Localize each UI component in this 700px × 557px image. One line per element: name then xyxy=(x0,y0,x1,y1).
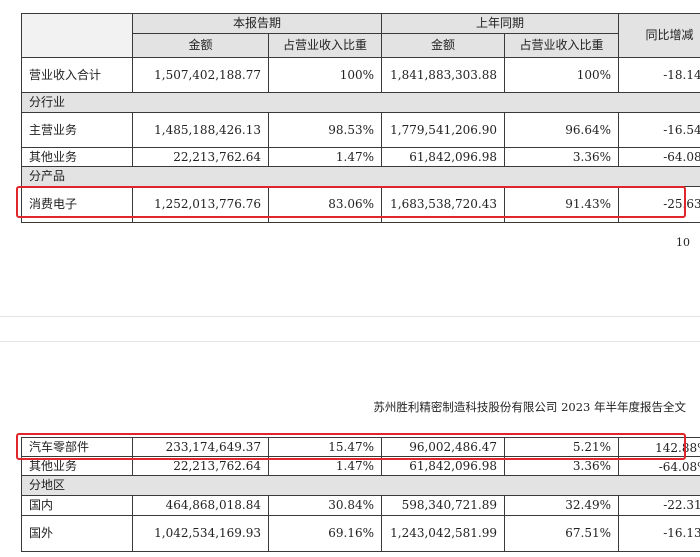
cur-amount: 1,042,534,169.93 xyxy=(132,515,269,552)
prev-amount: 61,842,096.98 xyxy=(381,147,506,167)
table-row: 其他业务 22,213,762.64 1.47% 61,842,096.98 3… xyxy=(21,456,700,476)
table-row: 国外 1,042,534,169.93 69.16% 1,243,042,581… xyxy=(21,515,700,552)
prev-share: 32.49% xyxy=(504,495,619,516)
page-break-line xyxy=(0,316,700,317)
yoy-change: -64.08%2 xyxy=(618,456,700,476)
prev-amount: 1,243,042,581.99 xyxy=(381,515,505,552)
yoy-value: -64.08% xyxy=(658,460,700,474)
table-row: 国内 464,868,018.84 30.84% 598,340,721.89 … xyxy=(21,495,700,516)
row-label: 主营业务 xyxy=(21,112,133,148)
yoy-header: 同比增减 xyxy=(618,13,700,58)
highlight-box-auto-parts xyxy=(16,433,686,460)
row-label: 其他业务 xyxy=(21,147,133,167)
yoy-change: -64.08% xyxy=(618,147,700,167)
prev-share: 96.64% xyxy=(504,112,620,148)
cur-share: 1.47% xyxy=(267,147,383,167)
prev-amount-header: 金额 xyxy=(381,33,506,58)
revenue-breakdown-table-continued: 汽车零部件 233,174,649.37 15.47% 96,002,486.4… xyxy=(21,437,700,552)
table-row: 其他业务 22,213,762.64 1.47% 61,842,096.98 3… xyxy=(21,147,700,167)
cur-share: 1.47% xyxy=(268,456,382,476)
cur-amount: 1,485,188,426.13 xyxy=(132,112,269,148)
cur-amount: 22,213,762.64 xyxy=(132,147,269,167)
prev-share: 100% xyxy=(504,57,620,93)
table-row: 主营业务 1,485,188,426.13 98.53% 1,779,541,2… xyxy=(21,112,700,148)
row-label: 国内 xyxy=(21,495,133,516)
product-section-title: 分产品 xyxy=(20,166,700,187)
prev-share: 3.36% xyxy=(504,456,619,476)
row-label: 营业收入合计 xyxy=(21,57,133,93)
yoy-change: -18.14% xyxy=(618,57,700,93)
cur-share-header: 占营业收入比重 xyxy=(267,33,383,58)
prev-share-header: 占营业收入比重 xyxy=(504,33,620,58)
cur-amount: 1,507,402,188.77 xyxy=(132,57,269,93)
yoy-change: -16.54% xyxy=(618,112,700,148)
yoy-change: -22.31% xyxy=(618,495,700,516)
report-header-title: 苏州胜利精密制造科技股份有限公司 2023 年半年度报告全文 xyxy=(373,400,686,414)
cur-share: 100% xyxy=(267,57,383,93)
corner-cell xyxy=(21,13,133,58)
row-label: 其他业务 xyxy=(21,456,133,476)
cur-amount-header: 金额 xyxy=(132,33,269,58)
row-label: 国外 xyxy=(21,515,133,552)
prev-share: 5.21% xyxy=(504,437,619,457)
prior-period-header: 上年同期 xyxy=(381,13,620,34)
cur-share: 69.16% xyxy=(268,515,382,552)
cur-share: 30.84% xyxy=(268,495,382,516)
highlight-box-consumer-electronics xyxy=(16,186,686,218)
prev-share: 67.51% xyxy=(504,515,619,552)
prev-amount: 1,841,883,303.88 xyxy=(381,57,506,93)
region-section-title: 分地区 xyxy=(21,475,700,496)
prev-amount: 598,340,721.89 xyxy=(381,495,505,516)
cur-share: 98.53% xyxy=(267,112,383,148)
table-row: 营业收入合计 1,507,402,188.77 100% 1,841,883,3… xyxy=(21,57,700,93)
current-period-header: 本报告期 xyxy=(131,13,383,34)
prev-share: 3.36% xyxy=(504,147,620,167)
industry-section-title: 分行业 xyxy=(20,92,700,113)
page-break-line xyxy=(0,341,700,342)
yoy-change: -16.13% xyxy=(618,515,700,552)
prev-amount: 1,779,541,206.90 xyxy=(381,112,506,148)
cur-amount: 464,868,018.84 xyxy=(132,495,269,516)
page-number: 10 xyxy=(676,236,690,249)
row-label: 汽车零部件 xyxy=(21,437,133,457)
yoy-value: 142.88% xyxy=(655,441,700,455)
